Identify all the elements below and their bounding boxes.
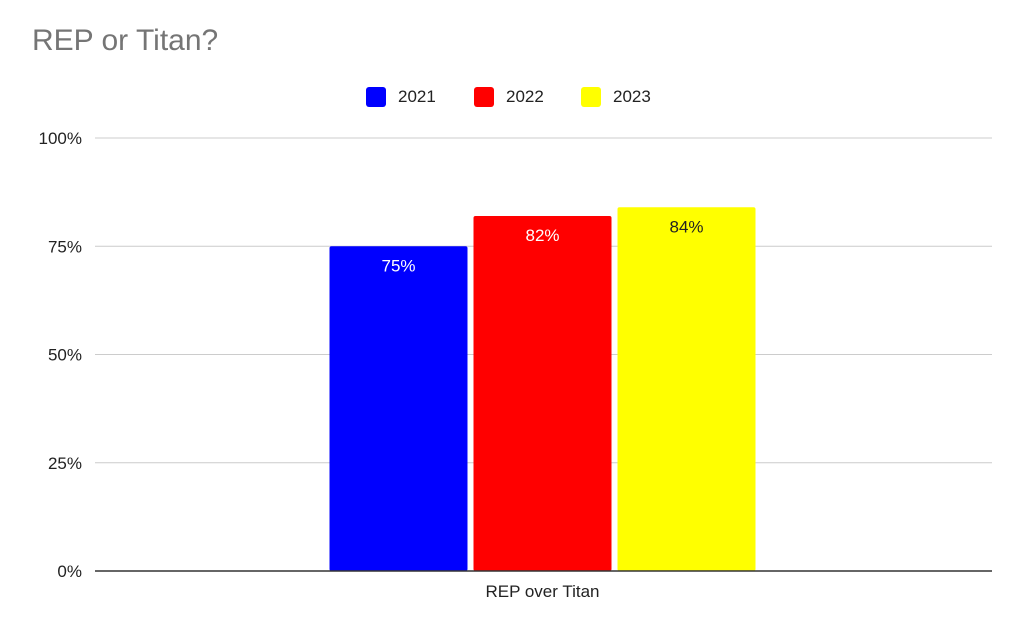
data-label-2022: 82% xyxy=(525,226,559,245)
bar-2022 xyxy=(473,215,612,571)
data-label-2021: 75% xyxy=(381,256,415,275)
bar-2021 xyxy=(329,246,468,571)
data-label-2023: 84% xyxy=(669,217,703,236)
x-category-label: REP over Titan xyxy=(485,582,599,601)
legend-label-2023: 2023 xyxy=(613,87,651,106)
legend: 2021 2022 2023 xyxy=(0,85,1024,109)
y-tick-label-25: 25% xyxy=(48,454,82,473)
legend-swatch-2021 xyxy=(366,87,386,107)
y-tick-label-75: 75% xyxy=(48,237,82,256)
legend-label-2022: 2022 xyxy=(506,87,544,106)
legend-swatch-2023 xyxy=(581,87,601,107)
legend-swatch-2022 xyxy=(474,87,494,107)
chart-title: REP or Titan? xyxy=(32,24,219,57)
legend-item-2021[interactable]: 2021 xyxy=(366,85,436,109)
y-tick-label-0: 0% xyxy=(57,562,82,581)
y-tick-label-100: 100% xyxy=(39,129,82,148)
bar-2023 xyxy=(617,207,756,571)
legend-label-2021: 2021 xyxy=(398,87,436,106)
legend-item-2023[interactable]: 2023 xyxy=(581,85,651,109)
y-tick-label-50: 50% xyxy=(48,346,82,365)
legend-item-2022[interactable]: 2022 xyxy=(474,85,544,109)
